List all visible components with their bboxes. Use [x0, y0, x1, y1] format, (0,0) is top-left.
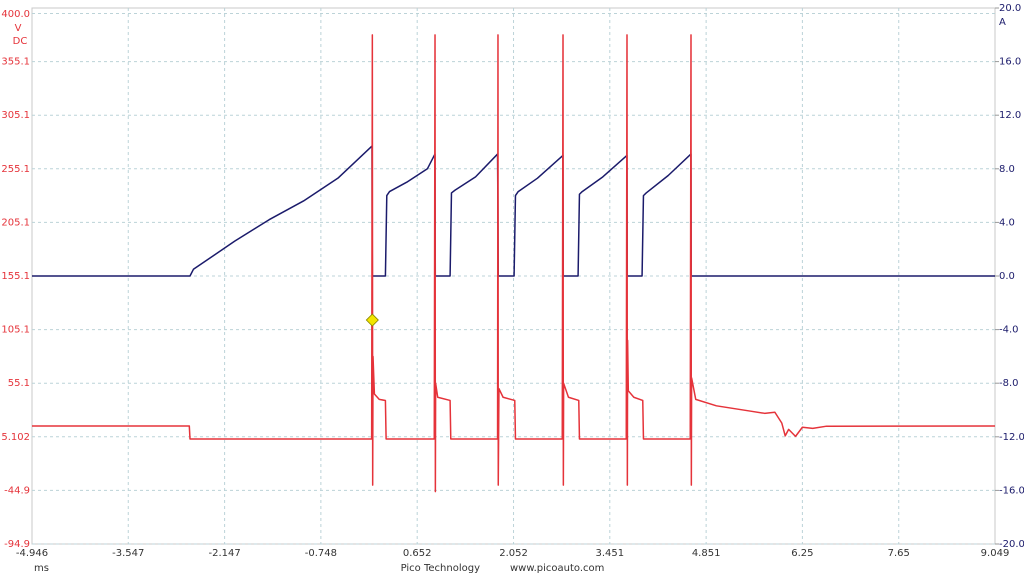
- footer-url: www.picoauto.com: [510, 563, 604, 574]
- y2-tick-label: -8.0: [999, 378, 1019, 389]
- x-tick-label: -4.946: [16, 548, 48, 559]
- y-coupling: DC: [13, 36, 28, 47]
- y-tick-label: 355.1: [1, 57, 30, 68]
- y-unit: V: [15, 23, 22, 34]
- y2-tick-label: 0.0: [999, 271, 1015, 282]
- y-tick-label: 105.1: [1, 325, 30, 336]
- x-tick-label: -0.748: [305, 548, 337, 559]
- footer-brand: Pico Technology: [401, 563, 480, 574]
- x-tick-label: 0.652: [403, 548, 432, 559]
- y2-tick-label: -4.0: [999, 325, 1019, 336]
- x-tick-label: 3.451: [595, 548, 624, 559]
- y-tick-label: -94.9: [4, 539, 30, 550]
- x-tick-label: -3.547: [112, 548, 144, 559]
- y2-tick-label: -20.0: [999, 539, 1024, 550]
- y2-tick-label: 20.0: [999, 3, 1021, 14]
- y2-tick-label: -12.0: [999, 432, 1024, 443]
- y-tick-label: 55.1: [8, 378, 30, 389]
- x-tick-label: 4.851: [692, 548, 721, 559]
- x-tick-label: 9.049: [981, 548, 1010, 559]
- x-tick-label: 6.25: [791, 548, 813, 559]
- y2-tick-label: 12.0: [999, 110, 1021, 121]
- y-tick-label: 400.0: [1, 9, 30, 20]
- y2-tick-label: 4.0: [999, 217, 1015, 228]
- trigger-marker: [365, 313, 379, 327]
- x-tick-label: 2.052: [499, 548, 528, 559]
- x-tick-label: 7.65: [888, 548, 910, 559]
- y-tick-label: 5.102: [1, 432, 30, 443]
- y-tick-label: 305.1: [1, 110, 30, 121]
- y2-tick-label: 8.0: [999, 164, 1015, 175]
- y-tick-label: 155.1: [1, 271, 30, 282]
- y2-tick-label: -16.0: [999, 485, 1024, 496]
- y-tick-label: 205.1: [1, 217, 30, 228]
- y2-unit: A: [999, 17, 1006, 28]
- trace: [32, 34, 996, 493]
- y-tick-label: 255.1: [1, 164, 30, 175]
- y-tick-label: -44.9: [4, 485, 30, 496]
- y2-tick-label: 16.0: [999, 57, 1021, 68]
- x-unit: ms: [34, 563, 49, 574]
- x-tick-label: -2.147: [208, 548, 240, 559]
